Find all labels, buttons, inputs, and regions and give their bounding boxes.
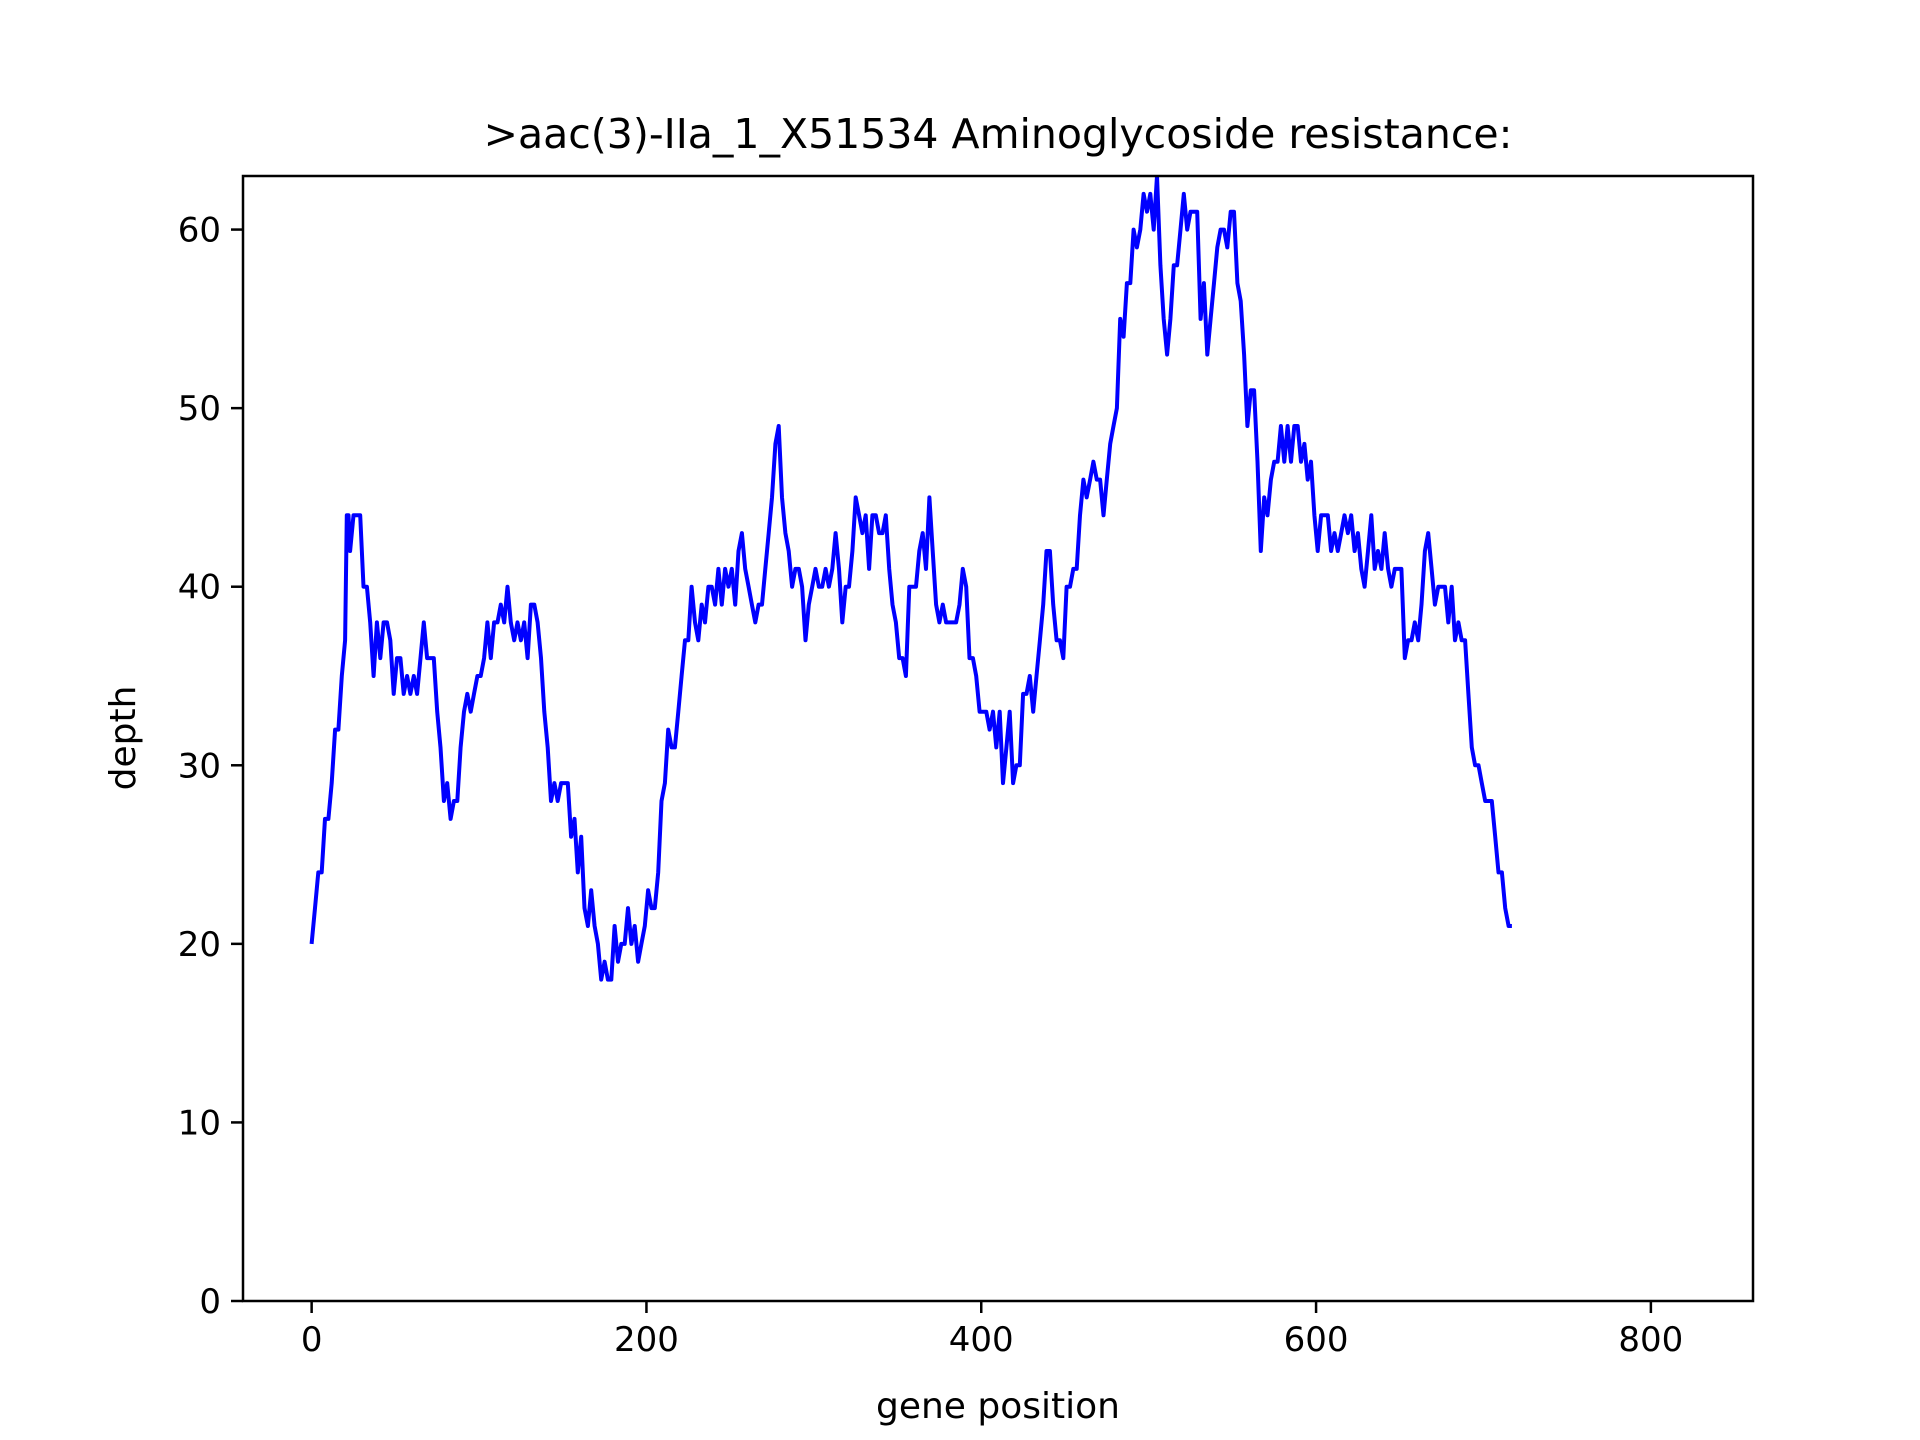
- y-tick-label: 10: [178, 1103, 221, 1143]
- x-tick-label: 400: [949, 1320, 1014, 1360]
- x-axis-label: gene position: [876, 1386, 1120, 1427]
- plot-frame: [241, 174, 1755, 1303]
- chart-title: >aac(3)-IIa_1_X51534 Aminoglycoside resi…: [484, 110, 1513, 158]
- x-tick-label: 0: [301, 1320, 323, 1360]
- y-tick-label: 50: [178, 389, 221, 429]
- y-axis-label: depth: [103, 686, 144, 791]
- y-tick-label: 30: [178, 746, 221, 786]
- y-tick-label: 40: [178, 568, 221, 608]
- x-tick-label: 200: [614, 1320, 679, 1360]
- depth-line: [309, 176, 1512, 982]
- y-tick-label: 60: [178, 211, 221, 251]
- x-tick-label: 800: [1618, 1320, 1683, 1360]
- y-tick-label: 20: [178, 925, 221, 965]
- x-tick-label: 600: [1284, 1320, 1349, 1360]
- axis-ticks: 0 200 400 600 800 0 10 20 30 40 50 60: [178, 211, 1684, 1360]
- y-tick-label: 0: [199, 1282, 221, 1322]
